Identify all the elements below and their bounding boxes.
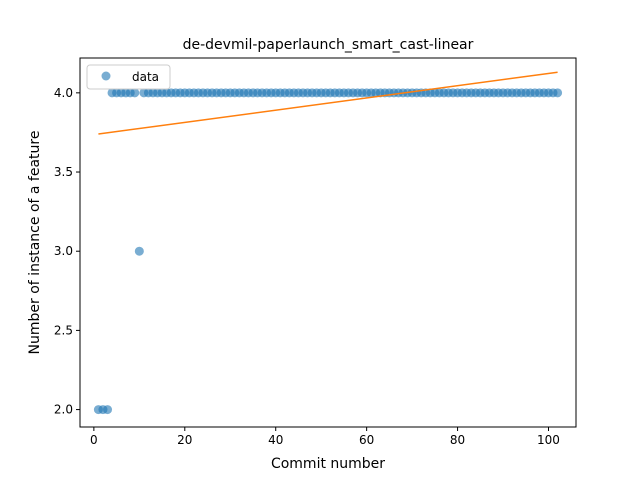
legend-box (86, 64, 171, 90)
y-axis-label: Number of instance of a feature (27, 131, 43, 355)
chart-title: de-devmil-paperlaunch_smart_cast-linear (183, 37, 474, 53)
x-tick-label: 20 (177, 433, 192, 447)
data-point (130, 88, 140, 98)
x-tick-label: 40 (268, 433, 283, 447)
x-axis-label: Commit number (271, 456, 385, 472)
legend-label-data: data (132, 70, 159, 84)
y-tick-label: 4.0 (54, 86, 73, 100)
axes-frame (79, 57, 577, 428)
y-tick-label: 2.0 (54, 403, 73, 417)
trend-line (98, 71, 558, 135)
x-tick-label: 80 (450, 433, 465, 447)
data-point (134, 246, 144, 256)
y-tick-label: 3.5 (54, 165, 73, 179)
ticks: 0 20 40 60 80 100 2.0 2.5 3.0 3.5 4.0 (54, 86, 560, 447)
data-point (553, 88, 563, 98)
x-tick-label: 60 (359, 433, 374, 447)
legend: data (86, 64, 171, 90)
y-tick-label: 2.5 (54, 323, 73, 337)
x-tick-label: 0 (90, 433, 98, 447)
y-tick-label: 3.0 (54, 244, 73, 258)
plot-area (93, 71, 563, 415)
data-point (103, 405, 113, 415)
legend-marker-data (101, 71, 111, 81)
x-tick-label: 100 (537, 433, 560, 447)
